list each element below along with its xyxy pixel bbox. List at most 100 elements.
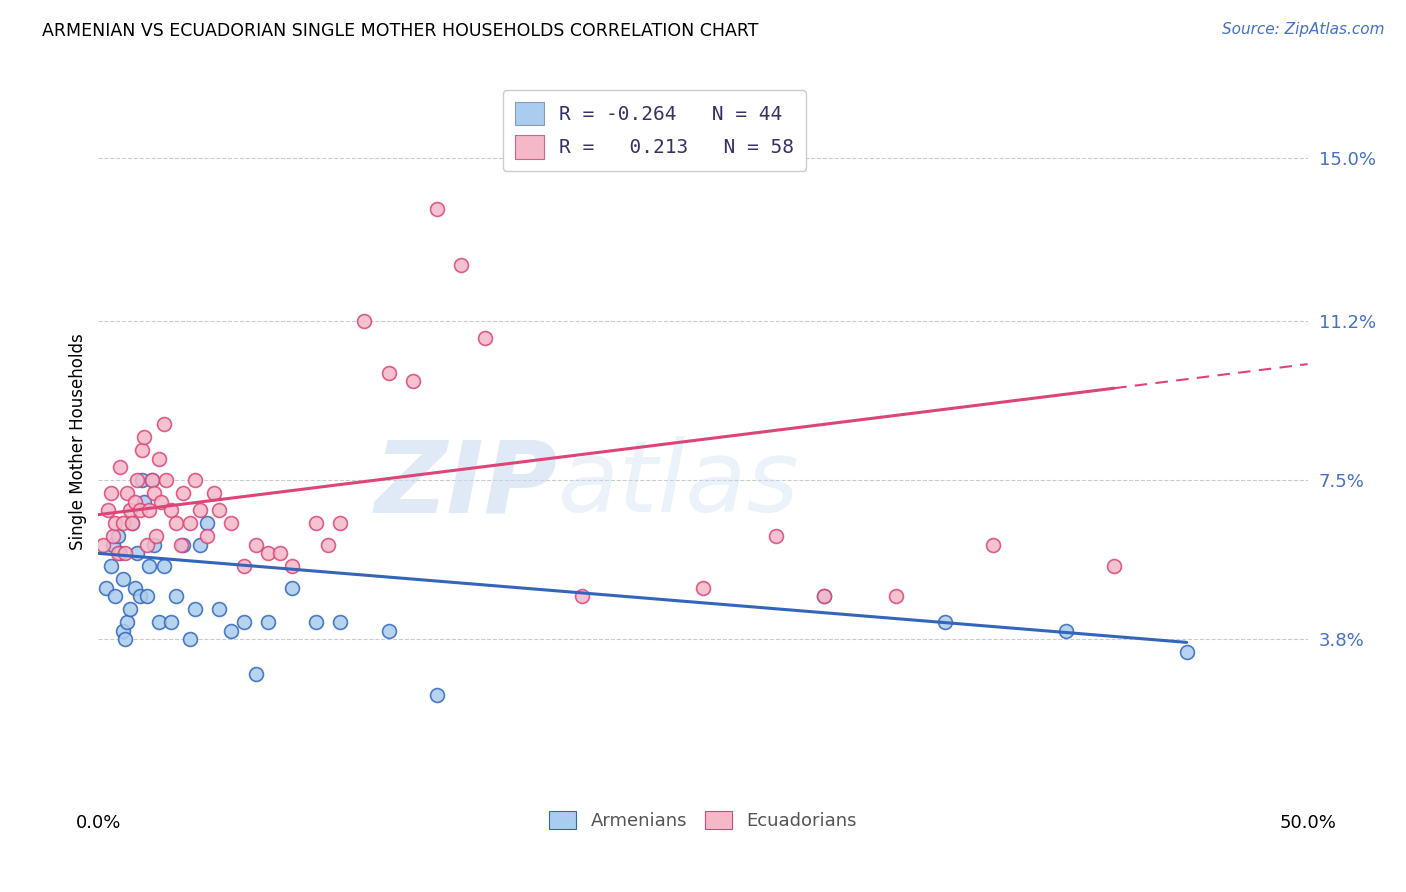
Point: [221, 516, 243, 531]
Point: [172, 486, 194, 500]
Point: [281, 559, 304, 574]
Point: [131, 473, 153, 487]
Point: [108, 460, 131, 475]
Point: [101, 538, 124, 552]
Point: [100, 559, 122, 574]
Point: [97, 503, 120, 517]
Point: [256, 615, 278, 630]
Point: [1175, 645, 1198, 659]
Point: [474, 331, 496, 345]
Text: atlas: atlas: [558, 436, 800, 533]
Point: [329, 516, 352, 531]
Point: [121, 516, 143, 531]
Point: [813, 590, 835, 604]
Point: [184, 473, 207, 487]
Point: [195, 529, 218, 543]
Point: [765, 529, 787, 543]
Point: [150, 494, 173, 508]
Point: [184, 602, 207, 616]
Point: [353, 314, 375, 328]
Point: [124, 494, 146, 508]
Point: [305, 615, 328, 630]
Point: [108, 546, 131, 560]
Point: [208, 503, 231, 517]
Point: [426, 202, 449, 217]
Point: [329, 615, 352, 630]
Point: [141, 473, 163, 487]
Point: [269, 546, 291, 560]
Point: [148, 451, 170, 466]
Point: [134, 494, 156, 508]
Point: [256, 546, 278, 560]
Point: [571, 590, 593, 604]
Point: [188, 538, 211, 552]
Point: [152, 559, 174, 574]
Point: [450, 258, 472, 272]
Point: [245, 666, 267, 681]
Point: [138, 503, 160, 517]
Point: [107, 546, 129, 560]
Point: [316, 538, 339, 552]
Point: [101, 529, 124, 543]
Point: [179, 632, 201, 647]
Point: [127, 473, 149, 487]
Point: [134, 430, 156, 444]
Point: [121, 516, 143, 531]
Point: [111, 516, 134, 531]
Point: [981, 538, 1004, 552]
Point: [135, 538, 157, 552]
Point: [692, 581, 714, 595]
Point: [94, 581, 117, 595]
Point: [172, 538, 194, 552]
Point: [1102, 559, 1125, 574]
Point: [426, 688, 449, 702]
Point: [204, 486, 226, 500]
Point: [143, 486, 166, 500]
Point: [131, 443, 153, 458]
Point: [104, 590, 127, 604]
Point: [377, 366, 399, 380]
Legend: Armenians, Ecuadorians: Armenians, Ecuadorians: [541, 804, 865, 837]
Y-axis label: Single Mother Households: Single Mother Households: [69, 334, 87, 549]
Point: [160, 503, 183, 517]
Point: [402, 375, 425, 389]
Point: [107, 529, 129, 543]
Text: ZIP: ZIP: [375, 436, 558, 533]
Point: [117, 486, 139, 500]
Point: [128, 590, 150, 604]
Point: [281, 581, 304, 595]
Point: [128, 503, 150, 517]
Point: [114, 632, 136, 647]
Point: [114, 546, 136, 560]
Point: [135, 590, 157, 604]
Point: [111, 572, 134, 586]
Point: [160, 615, 183, 630]
Point: [232, 615, 254, 630]
Point: [195, 516, 218, 531]
Point: [232, 559, 254, 574]
Point: [208, 602, 231, 616]
Text: Source: ZipAtlas.com: Source: ZipAtlas.com: [1222, 22, 1385, 37]
Point: [152, 417, 174, 432]
Point: [111, 624, 134, 638]
Point: [100, 486, 122, 500]
Point: [117, 615, 139, 630]
Point: [104, 516, 127, 531]
Point: [148, 615, 170, 630]
Point: [155, 473, 177, 487]
Point: [145, 529, 167, 543]
Point: [141, 473, 163, 487]
Point: [118, 503, 141, 517]
Point: [127, 546, 149, 560]
Point: [169, 538, 191, 552]
Point: [138, 559, 160, 574]
Point: [91, 538, 114, 552]
Point: [813, 590, 835, 604]
Point: [188, 503, 211, 517]
Point: [165, 590, 187, 604]
Point: [221, 624, 243, 638]
Point: [124, 581, 146, 595]
Point: [165, 516, 187, 531]
Point: [1054, 624, 1077, 638]
Point: [179, 516, 201, 531]
